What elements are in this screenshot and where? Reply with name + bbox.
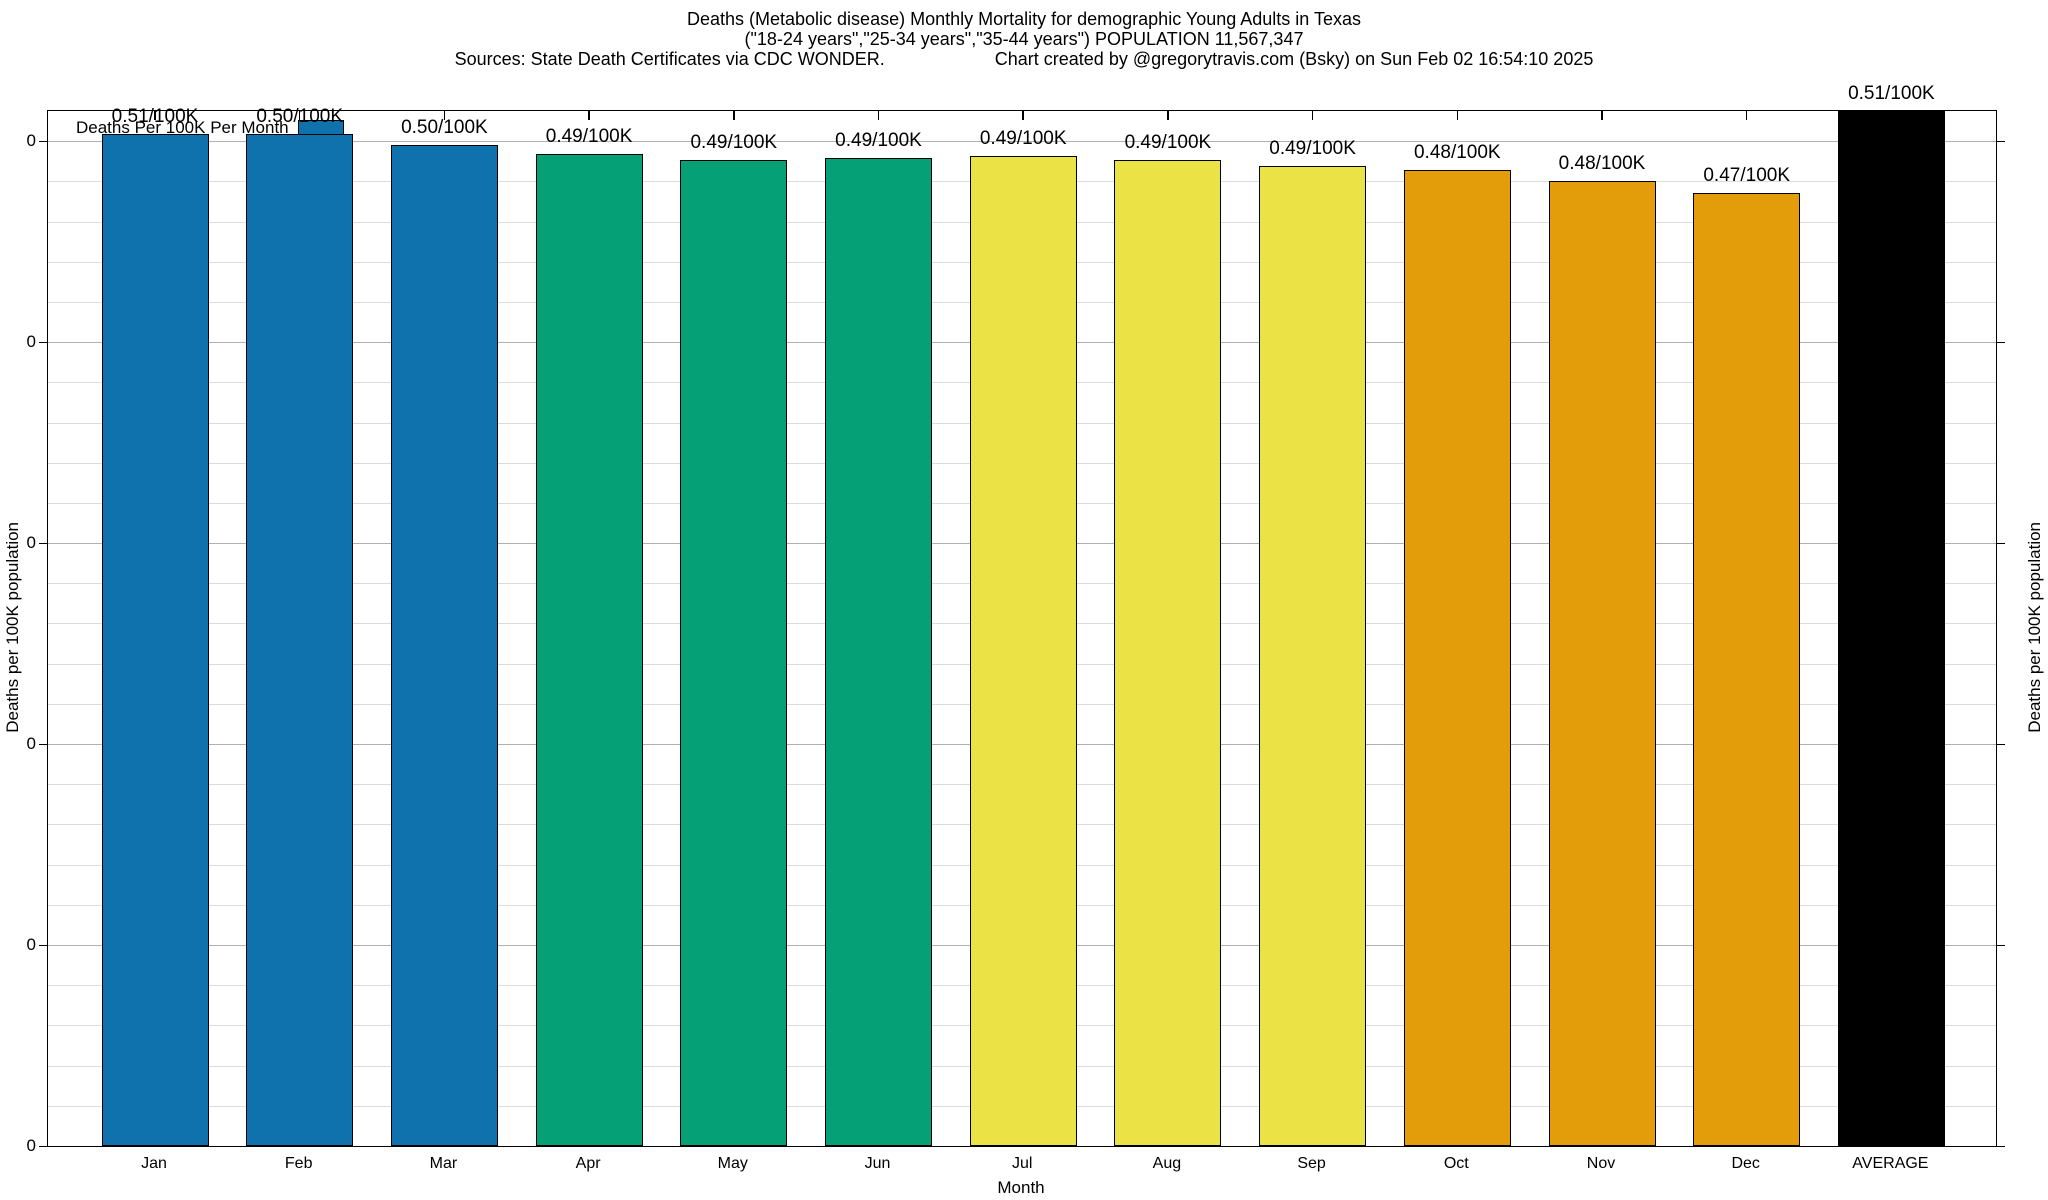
bar-value-label: 0.49/100K [1269, 138, 1356, 160]
grid-major-line [48, 141, 1996, 143]
x-tick-label: Aug [1152, 1155, 1182, 1172]
x-tick-label: Jun [864, 1155, 891, 1172]
x-tick-label: Jul [1011, 1155, 1033, 1172]
bar-value-label: 0.48/100K [1413, 142, 1501, 164]
legend: Deaths Per 100K Per Month [76, 118, 344, 138]
x-tick-top [1601, 111, 1603, 120]
chart-title-line1: Deaths (Metabolic disease) Monthly Morta… [686, 9, 1362, 29]
x-tick-label: Dec [1731, 1155, 1760, 1172]
y-tick-label: 0 [26, 935, 36, 955]
x-tick-label: AVERAGE [1852, 1155, 1929, 1172]
x-tick-top [733, 111, 735, 120]
bar [535, 154, 643, 1146]
bar [1837, 111, 1945, 1146]
x-tick-label: Feb [284, 1155, 313, 1172]
y-tick-right [1996, 1145, 2005, 1147]
bar [246, 134, 354, 1146]
chart-title-line3: Sources: State Death Certificates via CD… [0, 49, 2048, 69]
x-tick-top [1890, 111, 1893, 120]
bar-value-label: 0.48/100K [1558, 153, 1646, 175]
x-tick-top [298, 111, 301, 120]
chart-title-line2: ("18-24 years","25-34 years","35-44 year… [744, 29, 1304, 49]
chart-sources-text: Sources: State Death Certificates via CD… [454, 49, 885, 69]
y-tick-right [1996, 743, 2005, 746]
x-tick-label: Oct [1443, 1155, 1469, 1172]
bar [825, 158, 932, 1146]
y-axis-label-left-wrap: Deaths per 100K population [0, 110, 26, 1145]
bar-value-label: 0.49/100K [545, 126, 633, 148]
x-tick-label: Sep [1297, 1155, 1326, 1172]
y-tick-left [39, 944, 48, 947]
bar-value-label: 0.49/100K [979, 128, 1067, 150]
x-tick-top [588, 111, 590, 120]
chart-title-block: Deaths (Metabolic disease) Monthly Morta… [0, 9, 2048, 69]
x-tick-label: Nov [1586, 1155, 1616, 1172]
bar [1259, 166, 1367, 1146]
y-tick-label: 0 [26, 332, 36, 352]
x-tick-top [877, 111, 880, 120]
y-tick-left [39, 341, 48, 344]
plot-area: Deaths Per 100K Per Month 0 0 0 0 0 0 0.51/100… [27, 83, 2005, 1155]
y-tick-right [1996, 341, 2005, 344]
x-tick-label: May [717, 1155, 748, 1172]
y-axis-label-right-wrap: Deaths per 100K population [2022, 110, 2048, 1145]
x-tick-top [1745, 111, 1748, 120]
y-tick-left [39, 1145, 48, 1147]
y-tick-label: 0 [26, 533, 36, 553]
bar-value-label: 0.49/100K [1124, 132, 1212, 154]
x-tick-label: Jan [141, 1155, 167, 1172]
bar-value-label: 0.51/100K [1848, 83, 1935, 105]
y-tick-label: 0 [26, 131, 36, 151]
bar [1114, 160, 1222, 1146]
bar [1693, 193, 1801, 1146]
y-tick-right [1996, 140, 2005, 143]
x-tick-label: Apr [575, 1155, 601, 1172]
bar [1548, 181, 1656, 1146]
y-tick-left [39, 140, 48, 143]
bar [969, 156, 1077, 1146]
bar [390, 145, 498, 1146]
y-axis-label-right: Deaths per 100K population [2025, 522, 2044, 733]
x-tick-top [1311, 111, 1314, 120]
x-tick-top [1167, 111, 1169, 120]
chart-credit-text: Chart created by @gregorytravis.com (Bsk… [994, 49, 1594, 69]
bar-value-label: 0.50/100K [401, 117, 488, 139]
y-tick-label: 0 [26, 1136, 36, 1155]
y-tick-label: 0 [26, 734, 36, 754]
y-tick-right [1996, 944, 2005, 947]
bar [101, 134, 209, 1146]
x-tick-top [154, 111, 156, 120]
y-axis-label-left: Deaths per 100K population [3, 522, 22, 733]
y-tick-left [39, 542, 48, 545]
bar [1403, 170, 1511, 1146]
x-tick-top [1456, 111, 1459, 120]
y-tick-right [1996, 542, 2005, 545]
bar [680, 160, 788, 1146]
bar-value-label: 0.49/100K [835, 130, 922, 152]
x-tick-label: Mar [429, 1155, 458, 1172]
bar-value-label: 0.49/100K [690, 132, 778, 154]
x-tick-top [443, 111, 446, 120]
y-tick-left [39, 743, 48, 746]
x-tick-top [1022, 111, 1024, 120]
x-axis-title: Month [997, 1178, 1045, 1197]
bar-value-label: 0.47/100K [1703, 165, 1791, 187]
legend-label: Deaths Per 100K Per Month [76, 118, 289, 137]
